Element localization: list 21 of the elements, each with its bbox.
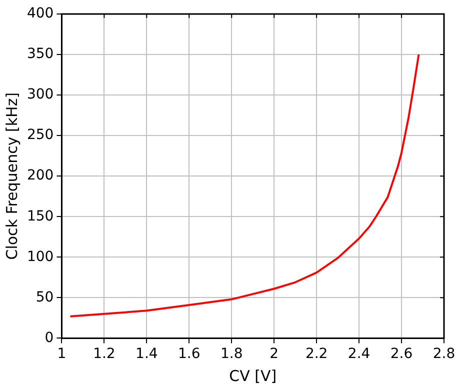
y-tick-label: 100 [26, 248, 54, 265]
y-tick-label: 150 [26, 208, 54, 224]
x-tick-label: 1.2 [93, 346, 116, 362]
y-tick-label: 350 [26, 46, 54, 62]
x-tick-label: 2.4 [348, 346, 370, 362]
x-tick-label: 1.4 [136, 346, 158, 362]
y-tick-label: 400 [26, 6, 54, 22]
x-tick-label: 1.8 [220, 346, 243, 362]
x-tick-label: 2.2 [305, 346, 328, 362]
x-tick-label: 2.8 [432, 346, 456, 362]
y-tick-label: 250 [26, 127, 54, 144]
x-tick-label: 2 [270, 346, 279, 362]
x-tick-label: 1.6 [178, 346, 200, 362]
y-tick-label: 300 [26, 86, 54, 103]
x-tick-label: 1 [57, 346, 66, 362]
y-axis-title: Clock Frequency [kHz] [2, 92, 21, 260]
x-tick-label: 2.6 [390, 346, 413, 362]
x-axis-title: CV [V] [229, 366, 277, 385]
y-tick-label: 0 [44, 330, 54, 346]
y-tick-label: 50 [36, 289, 54, 306]
y-tick-label: 200 [26, 168, 54, 184]
